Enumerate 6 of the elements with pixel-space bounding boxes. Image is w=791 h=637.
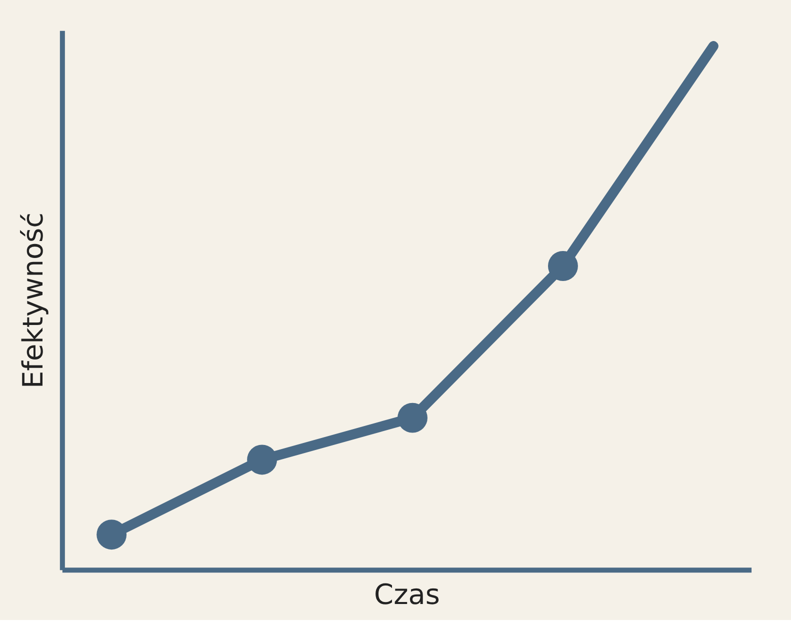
point: [398, 402, 428, 433]
x-axis-title: Czas: [374, 578, 440, 612]
point: [247, 444, 278, 475]
point: [548, 251, 578, 281]
y-axis-title: Efektywność: [16, 212, 50, 389]
point: [96, 520, 127, 550]
